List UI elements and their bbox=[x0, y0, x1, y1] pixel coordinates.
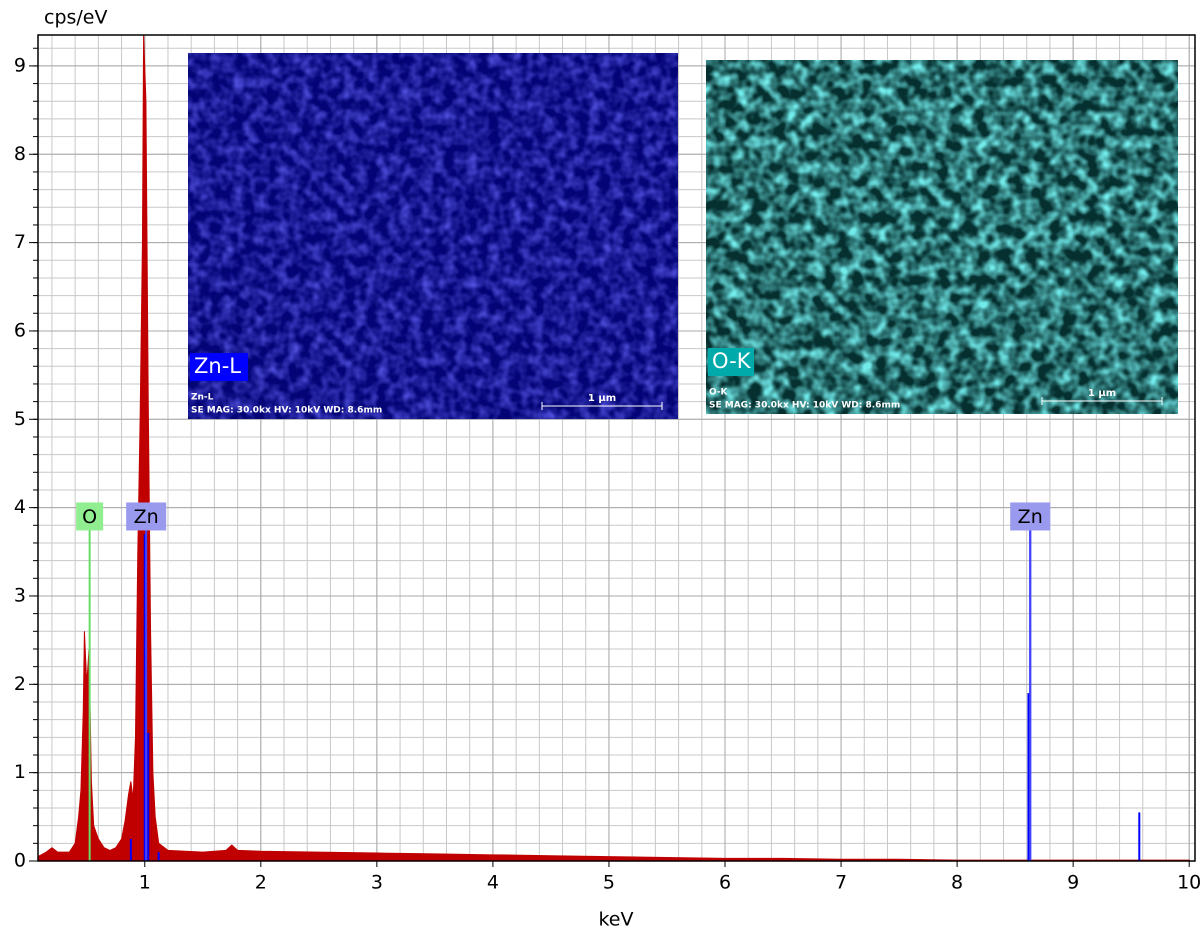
x-tick-label: 5 bbox=[603, 872, 615, 894]
x-tick-label: 10 bbox=[1177, 872, 1201, 894]
y-tick-label: 7 bbox=[14, 231, 26, 253]
y-tick-label: 2 bbox=[14, 673, 26, 695]
y-axis-label: cps/eV bbox=[44, 7, 108, 29]
y-tick-label: 9 bbox=[14, 54, 26, 76]
marker-box bbox=[126, 502, 167, 531]
x-tick-label: 2 bbox=[255, 872, 267, 894]
inset-label: O-K bbox=[712, 349, 752, 373]
x-tick-label: 4 bbox=[487, 872, 499, 894]
x-tick-label: 1 bbox=[139, 872, 151, 894]
y-tick-label: 0 bbox=[14, 850, 26, 872]
inset-caption: Zn-L bbox=[191, 393, 214, 403]
inset-image-noise bbox=[188, 53, 678, 419]
y-tick-label: 6 bbox=[14, 319, 26, 341]
inset-label-bg bbox=[708, 348, 754, 376]
inset-image-noise bbox=[706, 60, 1178, 414]
y-tick-label: 5 bbox=[14, 408, 26, 430]
inset-caption: O-K bbox=[709, 388, 729, 398]
inset-info: SE MAG: 30.0kx HV: 10kV WD: 8.6mm bbox=[709, 401, 900, 411]
y-tick-label: 8 bbox=[14, 143, 26, 165]
plot bbox=[38, 35, 1190, 861]
plot-frame bbox=[37, 34, 1196, 862]
y-tick-label: 1 bbox=[14, 761, 26, 783]
inset-label: Zn-L bbox=[194, 354, 241, 378]
inset-label-bg bbox=[190, 353, 248, 381]
marker-label: O bbox=[82, 506, 97, 528]
marker-box bbox=[1010, 502, 1051, 531]
inset-tint bbox=[188, 53, 678, 419]
x-tick-label: 8 bbox=[951, 872, 963, 894]
x-tick-label: 6 bbox=[719, 872, 731, 894]
inset-tint bbox=[706, 60, 1178, 414]
spectrum-area bbox=[38, 35, 1190, 861]
y-tick-label: 3 bbox=[14, 584, 26, 606]
y-tick-label: 4 bbox=[14, 496, 26, 518]
x-axis-label: keV bbox=[598, 909, 633, 931]
scale-label: 1 µm bbox=[1088, 388, 1116, 399]
marker-box bbox=[76, 502, 104, 531]
x-tick-label: 3 bbox=[371, 872, 383, 894]
marker-label: Zn bbox=[1018, 506, 1043, 528]
x-tick-label: 7 bbox=[835, 872, 847, 894]
inset-info: SE MAG: 30.0kx HV: 10kV WD: 8.6mm bbox=[191, 406, 382, 416]
scale-label: 1 µm bbox=[588, 393, 616, 404]
x-tick-label: 9 bbox=[1067, 872, 1079, 894]
marker-label: Zn bbox=[134, 506, 159, 528]
